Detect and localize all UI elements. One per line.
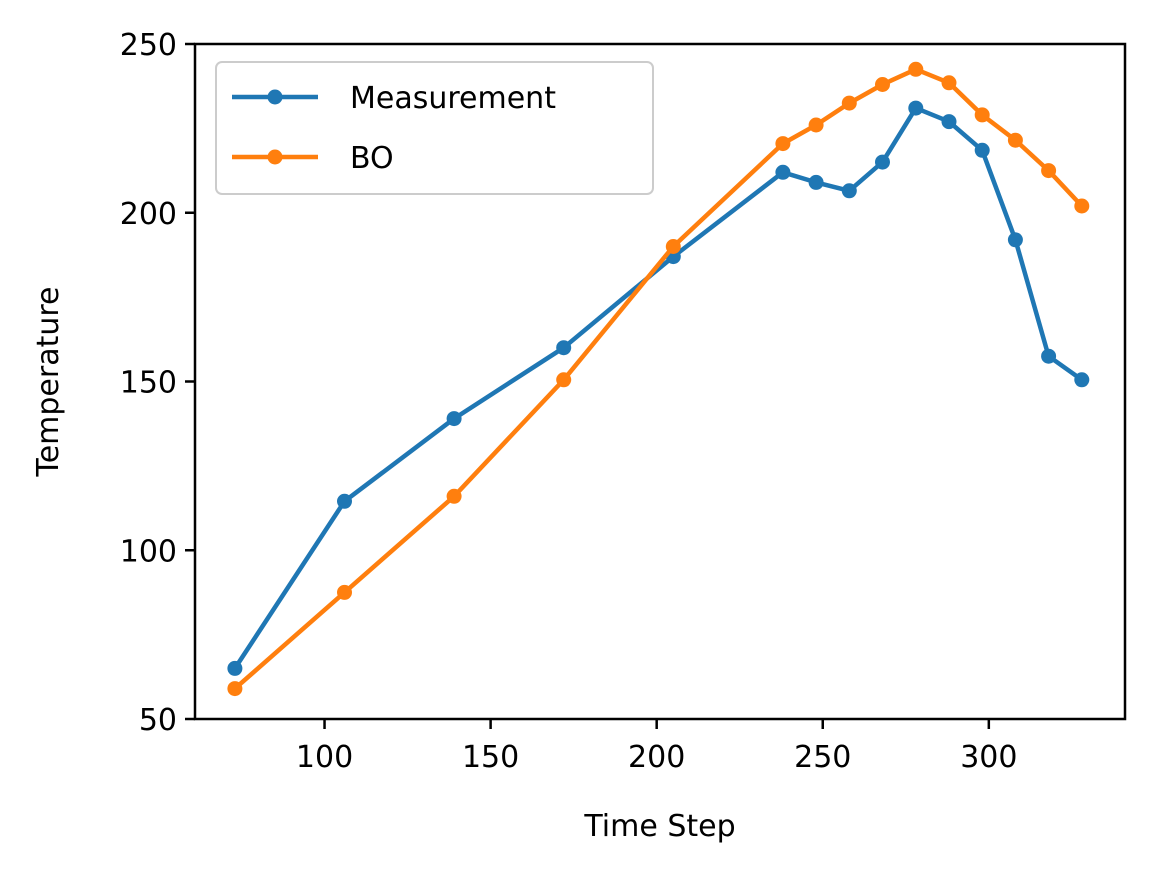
x-tick-label: 300 <box>960 740 1017 775</box>
data-point <box>1041 348 1057 364</box>
data-point <box>1007 132 1023 148</box>
legend-marker <box>267 89 283 105</box>
data-point <box>1041 163 1057 179</box>
data-point <box>337 493 352 509</box>
data-point <box>875 154 890 170</box>
y-tick-label: 50 <box>139 703 177 738</box>
data-point <box>841 95 857 111</box>
data-point <box>665 239 681 254</box>
legend-label: BO <box>350 141 394 176</box>
data-point <box>1007 232 1023 248</box>
data-point <box>941 75 957 91</box>
data-point <box>841 183 857 199</box>
data-point <box>446 488 462 504</box>
data-point <box>908 100 924 116</box>
legend-item-1: BO <box>232 141 394 176</box>
y-tick-label: 200 <box>120 197 177 232</box>
x-tick-label: 100 <box>296 740 353 775</box>
x-tick-label: 250 <box>794 740 851 775</box>
data-point <box>974 142 990 158</box>
data-point <box>875 77 890 92</box>
y-axis-label: Temperature <box>31 286 66 477</box>
data-point <box>556 372 572 388</box>
data-point <box>941 114 957 130</box>
data-point <box>908 61 924 77</box>
data-point <box>446 411 462 427</box>
data-point <box>227 660 243 676</box>
data-point <box>808 117 824 133</box>
data-point <box>227 681 243 697</box>
legend-box <box>215 61 654 195</box>
x-tick-label: 150 <box>462 740 519 775</box>
x-axis-label: Time Step <box>583 809 735 844</box>
x-axis: 100 150 200 250 300 <box>296 719 1017 775</box>
legend-item-0: Measurement <box>232 81 556 116</box>
x-tick-label: 200 <box>628 740 685 775</box>
data-point <box>808 174 824 190</box>
y-tick-label: 100 <box>120 534 177 569</box>
series-layer <box>227 61 1090 697</box>
data-point <box>337 584 352 600</box>
legend-label: Measurement <box>350 81 556 116</box>
data-point <box>1074 372 1090 388</box>
data-point <box>556 340 572 356</box>
legend: Measurement BO <box>215 61 654 195</box>
y-tick-label: 250 <box>120 28 177 63</box>
y-axis: 50 100 150 200 250 <box>120 28 195 738</box>
data-point <box>775 136 791 152</box>
data-point <box>1074 198 1090 214</box>
data-point <box>775 164 791 180</box>
series-1 <box>227 61 1090 697</box>
y-tick-label: 150 <box>120 366 177 401</box>
data-point <box>974 107 990 123</box>
legend-marker <box>267 149 283 165</box>
